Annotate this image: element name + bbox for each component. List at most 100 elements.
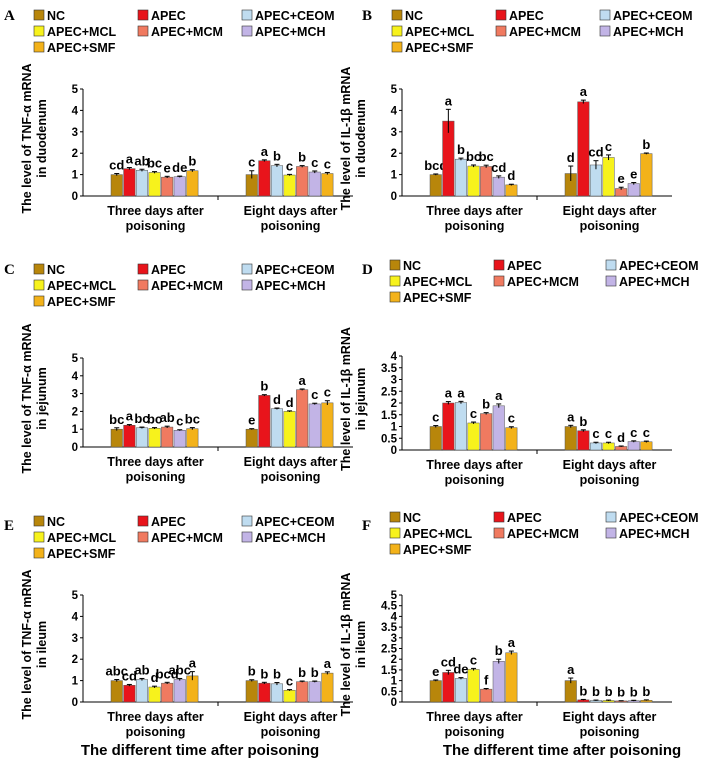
- legend-entry: APEC+CEOM: [255, 263, 335, 277]
- y-tick-label: 0.5: [381, 686, 398, 698]
- significance-label: c: [432, 410, 439, 425]
- significance-label: bcd: [156, 666, 179, 681]
- significance-label: c: [470, 652, 477, 667]
- bar: [258, 395, 271, 448]
- category-label: Eight days after: [563, 458, 657, 472]
- legend-entry: APEC+MCH: [619, 275, 690, 289]
- significance-label: b: [592, 684, 600, 699]
- y-tick-label: 1: [391, 422, 398, 434]
- y-tick-label: 2.5: [381, 644, 398, 656]
- legend-swatch: [33, 25, 45, 37]
- bar: [454, 158, 467, 197]
- legend-swatch: [495, 25, 507, 37]
- bar: [296, 389, 309, 448]
- y-tick-label: 5: [72, 590, 79, 602]
- significance-label: e: [248, 413, 255, 428]
- legend-entry: APEC+SMF: [403, 291, 472, 305]
- legend-entry: APEC+MCH: [613, 25, 684, 39]
- bar: [429, 174, 442, 197]
- significance-label: c: [470, 406, 477, 421]
- panel-letter: C: [4, 262, 15, 278]
- significance-label: e: [164, 160, 171, 175]
- bar: [492, 176, 505, 197]
- y-tick-label: 0: [72, 191, 78, 203]
- category-label: poisoning: [580, 473, 640, 487]
- bar: [615, 446, 628, 451]
- legend-swatch: [389, 543, 401, 555]
- legend-entry: APEC+CEOM: [255, 9, 335, 23]
- significance-label: d: [567, 150, 575, 165]
- legend: NC APEC APEC+CEOM APEC+MCL APEC+MCM APEC+MCH A…: [33, 515, 335, 561]
- significance-label: c: [605, 426, 612, 441]
- legend-entry: APEC+MCL: [403, 527, 472, 541]
- bar: [442, 672, 455, 703]
- significance-label: bc: [147, 412, 162, 427]
- bar: [429, 426, 442, 451]
- legend-entry: APEC+SMF: [47, 547, 116, 561]
- legend-entry: APEC+SMF: [405, 41, 474, 55]
- legend-entry: APEC+MCL: [47, 279, 116, 293]
- category-label: poisoning: [261, 219, 321, 233]
- y-axis-label-line: in duodenum: [35, 99, 49, 177]
- y-axis-label: The level of IL-1β mRNAin jejunum: [339, 327, 368, 471]
- legend-swatch: [391, 25, 403, 37]
- y-axis-label: The level of IL-1β mRNAin duodenum: [339, 67, 368, 211]
- legend: NC APEC APEC+CEOM APEC+MCL APEC+MCM APEC+MCH A…: [33, 263, 335, 309]
- legend-entry: APEC+MCH: [255, 25, 326, 39]
- category-label: poisoning: [445, 725, 505, 739]
- y-axis-label: The level of TNF-α mRNAin duodenum: [20, 63, 49, 213]
- legend-entry: APEC+CEOM: [619, 511, 699, 525]
- significance-label: d: [507, 168, 515, 183]
- legend-entry: APEC+MCL: [403, 275, 472, 289]
- y-tick-label: 2: [72, 406, 78, 418]
- significance-label: c: [324, 156, 331, 171]
- significance-label: cd: [491, 160, 506, 175]
- bar: [640, 441, 653, 451]
- bar: [321, 402, 334, 448]
- bar: [258, 160, 271, 197]
- bottom-xlabel-right: The different time after poisoning: [443, 742, 681, 759]
- legend-swatch: [137, 279, 149, 291]
- bar: [186, 428, 199, 448]
- legend-swatch: [33, 279, 45, 291]
- legend-entry: APEC+SMF: [403, 543, 472, 557]
- y-axis-label-line: in jejunum: [354, 368, 368, 431]
- bar: [148, 172, 161, 197]
- bar: [454, 678, 467, 703]
- y-tick-label: 0: [72, 697, 78, 709]
- legend-swatch: [389, 291, 401, 303]
- bar: [480, 688, 493, 703]
- category-label: poisoning: [445, 473, 505, 487]
- significance-label: abc: [106, 664, 128, 679]
- bar: [186, 170, 199, 197]
- significance-label: a: [126, 152, 134, 167]
- significance-label: c: [643, 425, 650, 440]
- legend-entry: NC: [405, 9, 423, 23]
- legend-entry: APEC+MCM: [507, 275, 579, 289]
- y-tick-label: 1.5: [381, 665, 398, 677]
- significance-label: abc: [169, 662, 191, 677]
- legend-swatch: [33, 547, 45, 559]
- legend-entry: NC: [47, 263, 65, 277]
- significance-label: b: [248, 664, 256, 679]
- significance-label: d: [286, 395, 294, 410]
- category-label: Three days after: [426, 710, 523, 724]
- significance-label: bc: [185, 412, 200, 427]
- significance-label: de: [453, 662, 468, 677]
- category-label: Three days after: [107, 204, 204, 218]
- legend-entry: APEC: [509, 9, 544, 23]
- significance-label: b: [273, 667, 281, 682]
- y-tick-label: 1: [72, 676, 79, 688]
- panel-a: A NC APEC APEC+CEOM APEC+MCL APEC+MCM APEC+MCH…: [4, 8, 353, 233]
- y-tick-label: 0: [391, 445, 397, 457]
- bar: [602, 442, 615, 451]
- significance-label: c: [508, 411, 515, 426]
- significance-label: b: [605, 684, 613, 699]
- significance-label: b: [642, 137, 650, 152]
- legend: NC APEC APEC+CEOM APEC+MCL APEC+MCM APEC+MCH A…: [391, 9, 693, 55]
- bar: [429, 680, 442, 703]
- bar: [321, 672, 334, 703]
- y-tick-label: 0: [391, 697, 397, 709]
- legend-swatch: [391, 41, 403, 53]
